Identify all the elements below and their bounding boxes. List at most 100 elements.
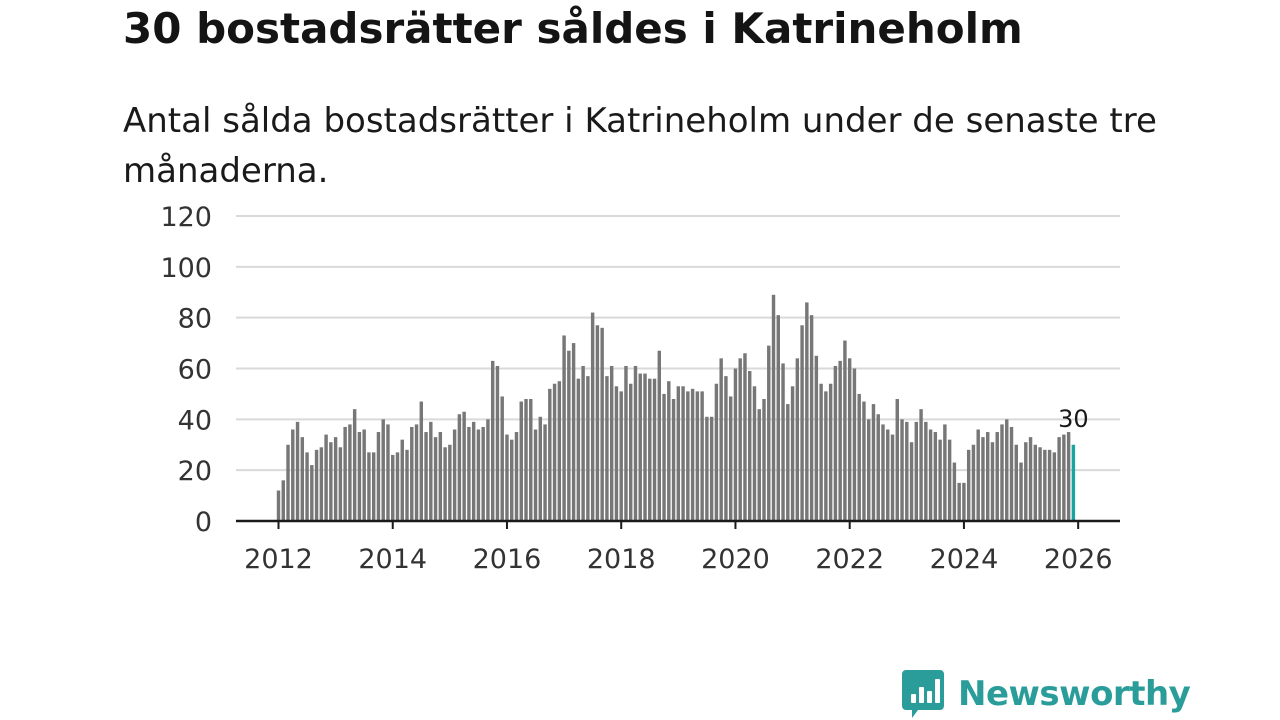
bar — [638, 373, 642, 521]
bar — [962, 482, 966, 522]
x-tick-label-2022: 2022 — [815, 544, 884, 575]
bar — [519, 401, 523, 521]
bar — [781, 363, 785, 521]
bar — [838, 360, 842, 522]
bar — [552, 383, 557, 521]
bar — [343, 426, 347, 521]
bar — [281, 480, 285, 521]
bar — [657, 350, 661, 521]
bar — [695, 391, 700, 522]
bar — [305, 452, 309, 522]
bar — [529, 399, 533, 521]
bar — [995, 432, 999, 521]
bar — [795, 358, 800, 521]
bar — [524, 399, 528, 521]
bar — [847, 358, 852, 521]
bar — [295, 421, 300, 522]
bar — [567, 350, 571, 521]
bar — [733, 368, 738, 521]
bar — [690, 388, 695, 521]
bar — [905, 421, 909, 522]
bar — [662, 393, 666, 521]
bars — [276, 294, 1076, 522]
y-tick-label-0: 0 — [195, 507, 212, 538]
x-tick-label-2016: 2016 — [473, 544, 542, 575]
brand-name: Newsworthy — [958, 674, 1191, 714]
bar — [605, 376, 609, 522]
bar — [748, 371, 752, 521]
bar — [757, 409, 761, 521]
bar — [576, 378, 581, 521]
x-tick-label-2012: 2012 — [244, 544, 313, 575]
bar — [671, 399, 676, 521]
bar — [809, 315, 814, 522]
bar — [700, 391, 704, 522]
bar — [624, 365, 628, 521]
newsworthy-brand: Newsworthy — [902, 670, 1191, 718]
bar — [1014, 444, 1018, 521]
bar — [557, 381, 562, 521]
bar — [400, 439, 404, 521]
bar — [329, 442, 333, 521]
x-tick-label-2014: 2014 — [358, 544, 427, 575]
bar — [543, 424, 547, 521]
bar — [548, 388, 552, 521]
x-tick-label-2026: 2026 — [1044, 544, 1113, 575]
bar — [1005, 419, 1009, 521]
bar — [943, 424, 947, 521]
bar — [386, 424, 390, 521]
bar — [986, 432, 990, 521]
bar — [1019, 462, 1023, 521]
bar — [371, 452, 376, 522]
bar — [514, 432, 519, 521]
bar — [648, 378, 652, 521]
bar — [976, 429, 980, 521]
bar — [1024, 442, 1028, 521]
bar — [448, 444, 452, 521]
bar — [805, 302, 809, 521]
bar — [481, 426, 485, 521]
bar — [833, 365, 838, 521]
y-axis-labels: 0 20 40 60 80 100 120 — [160, 202, 212, 538]
bar — [590, 312, 595, 521]
bar — [938, 439, 942, 521]
y-tick-label-60: 60 — [178, 355, 212, 386]
bar — [333, 437, 338, 522]
bar — [767, 345, 771, 522]
bar — [505, 434, 509, 521]
bar — [419, 401, 424, 521]
bar — [595, 325, 600, 521]
bar — [376, 432, 381, 521]
bar — [609, 365, 614, 521]
bar — [633, 365, 638, 521]
bar — [909, 442, 914, 521]
bar — [738, 358, 742, 521]
bar — [1009, 426, 1014, 521]
bar — [433, 437, 438, 522]
bar — [495, 365, 500, 521]
bar — [410, 426, 414, 521]
bar — [486, 419, 490, 521]
bar — [286, 444, 290, 521]
y-tick-label-20: 20 — [178, 456, 212, 487]
bar — [824, 391, 828, 522]
bar — [876, 414, 880, 521]
bar — [391, 454, 395, 521]
bar — [314, 449, 319, 521]
bar — [800, 325, 804, 521]
bar — [652, 378, 657, 521]
bar — [1062, 434, 1066, 521]
bar — [452, 429, 457, 521]
bar — [362, 429, 366, 521]
bar — [276, 490, 281, 521]
bar — [586, 376, 590, 522]
bar — [629, 383, 633, 521]
bar — [348, 424, 352, 521]
bar — [947, 439, 952, 521]
bar — [357, 432, 362, 521]
bar — [924, 421, 928, 522]
bar — [438, 432, 443, 521]
last-value-label: 30 — [1058, 405, 1089, 433]
chart-title: 30 bostadsrätter såldes i Katrineholm — [123, 4, 1023, 53]
bar — [743, 353, 747, 521]
